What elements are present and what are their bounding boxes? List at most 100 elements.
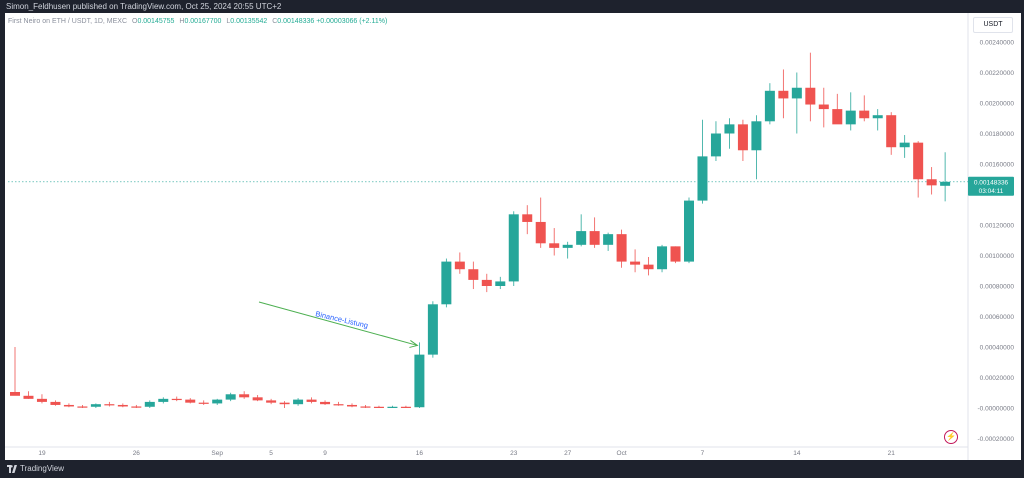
candle[interactable]: [630, 249, 641, 273]
candle[interactable]: [347, 403, 357, 408]
y-tick-label: 0.00060000: [980, 314, 1015, 321]
tradingview-logo-icon[interactable]: [7, 465, 17, 473]
candle[interactable]: [252, 395, 263, 402]
candle[interactable]: [576, 214, 587, 247]
candle[interactable]: [737, 119, 748, 161]
candle[interactable]: [427, 301, 438, 358]
candle[interactable]: [185, 398, 196, 404]
currency-selector[interactable]: USDT: [973, 17, 1013, 33]
open-value: 0.00145755: [137, 18, 175, 25]
candle-body: [549, 243, 560, 248]
candle-body: [77, 406, 88, 408]
candle-body: [279, 402, 290, 405]
candle[interactable]: [899, 135, 910, 158]
candle[interactable]: [279, 401, 290, 408]
candle-body: [818, 104, 829, 110]
candle[interactable]: [400, 405, 411, 408]
candle[interactable]: [845, 92, 856, 131]
candle[interactable]: [225, 392, 236, 402]
candle[interactable]: [441, 258, 452, 308]
candle[interactable]: [724, 118, 735, 149]
candle[interactable]: [562, 241, 573, 259]
candle-body: [522, 214, 533, 222]
candle[interactable]: [387, 405, 398, 408]
candle[interactable]: [589, 217, 600, 248]
lightning-icon[interactable]: ⚡: [944, 430, 958, 444]
candle[interactable]: [657, 244, 668, 273]
candle[interactable]: [293, 398, 304, 406]
candle[interactable]: [670, 246, 681, 264]
candle-body: [764, 90, 775, 122]
candle[interactable]: [778, 69, 789, 119]
candle-body: [131, 406, 142, 408]
candle[interactable]: [859, 95, 870, 122]
candle[interactable]: [710, 121, 721, 161]
candle[interactable]: [832, 93, 843, 125]
candle[interactable]: [481, 273, 492, 293]
y-tick-label: -0.00020000: [977, 436, 1014, 443]
candle[interactable]: [144, 400, 155, 408]
candle[interactable]: [603, 232, 614, 251]
candle[interactable]: [10, 347, 20, 396]
candle[interactable]: [751, 115, 762, 180]
candle[interactable]: [77, 404, 88, 408]
candle[interactable]: [805, 52, 816, 122]
candle[interactable]: [414, 342, 425, 408]
candle[interactable]: [198, 400, 209, 405]
candle[interactable]: [616, 229, 627, 268]
candle[interactable]: [643, 257, 654, 276]
candle[interactable]: [36, 394, 47, 404]
candle[interactable]: [333, 401, 344, 406]
candle[interactable]: [23, 391, 34, 399]
candle[interactable]: [90, 403, 101, 408]
candle-body: [805, 87, 816, 105]
candle[interactable]: [63, 403, 74, 408]
candle[interactable]: [940, 152, 951, 202]
candle[interactable]: [266, 398, 277, 405]
candle[interactable]: [535, 197, 546, 248]
candle[interactable]: [495, 276, 506, 290]
candle[interactable]: [239, 391, 250, 399]
candle-body: [347, 404, 357, 407]
candle[interactable]: [360, 404, 371, 408]
candle[interactable]: [886, 112, 897, 155]
candle[interactable]: [791, 72, 802, 134]
candle[interactable]: [50, 400, 61, 406]
candle-body: [373, 406, 384, 408]
candle-body: [212, 399, 223, 404]
candle[interactable]: [306, 397, 317, 404]
candle[interactable]: [171, 396, 182, 402]
candle[interactable]: [468, 261, 479, 290]
candle[interactable]: [872, 109, 883, 131]
candle-body: [670, 246, 681, 262]
candle[interactable]: [454, 252, 465, 274]
candle[interactable]: [913, 141, 924, 198]
candle[interactable]: [212, 398, 223, 405]
candle[interactable]: [926, 167, 937, 195]
candle[interactable]: [131, 404, 142, 408]
candle-body: [266, 400, 277, 403]
y-tick-label: 0.00240000: [980, 40, 1015, 47]
candle[interactable]: [320, 400, 331, 405]
low-key: L: [226, 18, 231, 25]
candle-body: [630, 261, 641, 265]
candle[interactable]: [508, 211, 519, 286]
candle-body: [913, 142, 924, 180]
candle[interactable]: [373, 405, 384, 408]
candle-body: [10, 391, 20, 396]
x-tick-label: 26: [133, 450, 141, 457]
candle[interactable]: [549, 228, 560, 256]
candle[interactable]: [158, 397, 169, 404]
candle[interactable]: [697, 119, 708, 204]
x-tick-label: 9: [323, 450, 327, 457]
candle[interactable]: [117, 403, 128, 408]
footer-brand[interactable]: TradingView: [20, 464, 65, 473]
candle[interactable]: [818, 87, 829, 128]
candle[interactable]: [684, 197, 694, 264]
candle-body: [293, 399, 304, 405]
candle[interactable]: [104, 401, 115, 407]
candle[interactable]: [522, 205, 533, 235]
candle[interactable]: [764, 83, 775, 125]
candle-body: [576, 231, 587, 245]
